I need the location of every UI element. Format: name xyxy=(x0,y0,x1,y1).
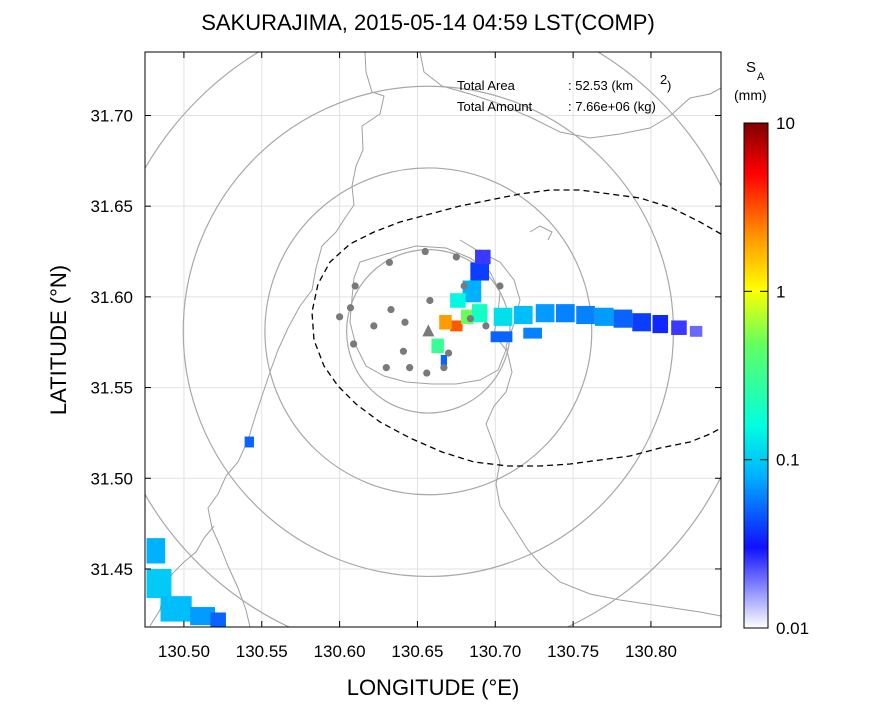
totals-annotation: Total Area : 52.53 (km 2 ) Total Amount … xyxy=(457,72,671,114)
x-tick-label: 130.50 xyxy=(158,642,210,661)
ash-cell xyxy=(471,304,488,323)
x-tick-label: 130.80 xyxy=(625,642,677,661)
colorbar-ticks: 0.01 0.1 1 10 xyxy=(744,114,809,638)
range-ring xyxy=(264,167,593,496)
station-dot xyxy=(370,322,378,330)
ash-cell xyxy=(535,304,555,323)
station-dot xyxy=(382,364,390,372)
ash-cell xyxy=(652,315,669,334)
grid-lines xyxy=(145,52,721,627)
station-dot xyxy=(426,296,434,305)
ash-deposit-cells xyxy=(146,249,703,627)
chart-title: SAKURAJIMA, 2015-05-14 04:59 LST(COMP) xyxy=(201,10,655,35)
y-axis-label: LATITUDE (°N) xyxy=(46,265,71,415)
total-amount-label: Total Amount xyxy=(457,99,533,114)
station-dot xyxy=(466,315,474,323)
x-tick-label: 130.60 xyxy=(314,642,366,661)
x-tick-label: 130.70 xyxy=(469,642,521,661)
y-tick-label: 31.55 xyxy=(90,379,133,398)
ash-cell xyxy=(146,568,172,598)
station-dot xyxy=(401,318,409,326)
total-amount-value: : 7.66e+06 (kg) xyxy=(568,99,656,114)
ash-cell xyxy=(671,320,687,335)
ash-cell xyxy=(493,307,513,326)
x-axis-label: LONGITUDE (°E) xyxy=(347,675,520,700)
y-tick-label: 31.70 xyxy=(90,106,133,125)
ash-cell xyxy=(450,320,463,332)
y-tick-label: 31.60 xyxy=(90,288,133,307)
ash-cell xyxy=(594,307,614,326)
ash-cell xyxy=(689,325,703,337)
ash-cell xyxy=(244,436,254,448)
ash-cell xyxy=(475,249,491,265)
colorbar-tick-label: 10 xyxy=(776,114,795,133)
colorbar-label-main: S xyxy=(746,59,756,76)
ash-cell xyxy=(613,309,633,328)
station-dot xyxy=(496,282,504,290)
station-dot xyxy=(399,347,408,355)
total-area-close: ) xyxy=(667,78,671,93)
ash-cell xyxy=(523,327,542,339)
station-dot xyxy=(351,282,359,290)
x-tick-label: 130.55 xyxy=(236,642,288,661)
station-dot xyxy=(346,304,355,312)
station-dot xyxy=(444,349,453,357)
station-dot xyxy=(335,313,344,321)
ash-cell xyxy=(490,331,513,343)
total-area-unit-superscript: 2 xyxy=(660,72,667,87)
station-dot xyxy=(387,305,395,314)
total-area-label: Total Area xyxy=(457,78,516,93)
station-dot xyxy=(406,364,414,372)
ash-cell xyxy=(439,315,452,330)
station-dot xyxy=(421,247,429,256)
colorbar: S A (mm) 0.01 0.1 1 10 xyxy=(734,59,809,638)
x-axis-ticks: 130.50 130.55 130.60 130.65 130.70 130.75 130.… xyxy=(158,52,677,661)
colorbar-label-sub: A xyxy=(757,71,765,83)
ash-extent-dashed-contour xyxy=(311,189,721,467)
colorbar-unit: (mm) xyxy=(734,87,767,103)
y-tick-label: 31.65 xyxy=(90,197,133,216)
ash-cell xyxy=(632,313,651,332)
station-dot xyxy=(452,253,460,261)
ash-cell xyxy=(440,354,448,366)
x-tick-label: 130.75 xyxy=(547,642,599,661)
ash-cell xyxy=(190,607,216,626)
station-dot xyxy=(385,258,394,267)
station-dot xyxy=(460,282,468,290)
station-dot xyxy=(423,369,431,377)
colorbar-tick-label: 1 xyxy=(776,282,785,301)
colorbar-tick-label: 0.01 xyxy=(776,619,809,638)
colorbar-tick-label: 0.1 xyxy=(776,451,800,470)
station-dot xyxy=(350,340,358,348)
observation-stations xyxy=(335,247,504,377)
ash-cell xyxy=(513,305,533,325)
x-tick-label: 130.65 xyxy=(391,642,443,661)
station-dot xyxy=(482,322,490,330)
y-tick-label: 31.50 xyxy=(90,469,133,488)
vent-marker xyxy=(422,324,435,337)
ash-cell xyxy=(450,293,466,308)
ash-cell xyxy=(431,338,444,354)
station-dot xyxy=(440,364,448,372)
ash-cell xyxy=(146,538,166,564)
ash-cell xyxy=(555,304,575,323)
plot-frame xyxy=(144,51,722,628)
vent-triangle xyxy=(422,324,435,337)
ash-cell xyxy=(210,612,226,627)
y-tick-label: 31.45 xyxy=(90,560,133,579)
total-area-value: : 52.53 (km xyxy=(568,78,633,93)
colorbar-gradient xyxy=(743,122,769,629)
y-axis-ticks: 31.45 31.50 31.55 31.60 31.65 31.70 xyxy=(90,106,721,579)
ash-cell xyxy=(576,305,595,325)
ash-cell xyxy=(160,596,192,622)
ash-cell xyxy=(470,262,490,281)
